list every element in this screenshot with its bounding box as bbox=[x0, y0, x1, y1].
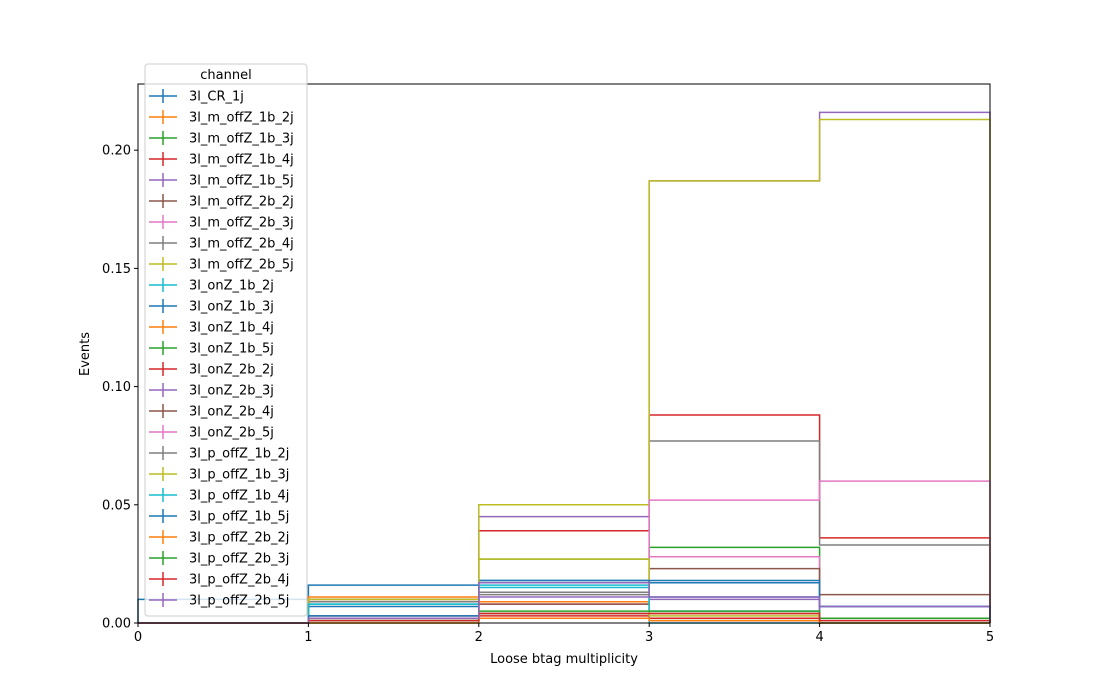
legend-entry: 3l_onZ_1b_2j bbox=[149, 278, 274, 294]
y-tick-label: 0.05 bbox=[102, 498, 131, 513]
legend-entry: 3l_p_offZ_1b_3j bbox=[149, 467, 289, 483]
series-3l_p_offZ_2b_5j bbox=[138, 582, 991, 624]
legend-entry: 3l_m_offZ_1b_2j bbox=[149, 110, 294, 126]
legend-label: 3l_onZ_1b_5j bbox=[189, 342, 274, 357]
legend-entry: 3l_onZ_2b_2j bbox=[149, 362, 274, 378]
legend-label: 3l_p_offZ_1b_5j bbox=[189, 510, 289, 525]
legend-entry: 3l_m_offZ_1b_4j bbox=[149, 152, 294, 168]
y-axis-label: Events bbox=[78, 332, 93, 376]
legend-frame bbox=[144, 63, 308, 617]
legend-label: 3l_onZ_1b_4j bbox=[189, 321, 274, 336]
legend-label: 3l_m_offZ_1b_2j bbox=[189, 111, 294, 126]
legend-label: 3l_m_offZ_2b_4j bbox=[189, 237, 294, 252]
legend-entry: 3l_onZ_1b_5j bbox=[149, 341, 274, 357]
x-tick-label: 2 bbox=[475, 630, 483, 645]
x-axis-ticks: 0 1 2 3 4 5 bbox=[134, 623, 994, 645]
legend-label: 3l_m_offZ_1b_4j bbox=[189, 153, 294, 168]
legend-label: 3l_p_offZ_2b_4j bbox=[189, 573, 289, 588]
legend-entry: 3l_onZ_2b_3j bbox=[149, 383, 274, 399]
legend-label: 3l_p_offZ_1b_3j bbox=[189, 468, 289, 483]
legend-entry: 3l_m_offZ_1b_3j bbox=[149, 131, 294, 147]
legend-entry: 3l_m_offZ_2b_5j bbox=[149, 257, 294, 273]
legend-entry: 3l_CR_1j bbox=[149, 89, 244, 105]
legend-label: 3l_m_offZ_2b_2j bbox=[189, 195, 294, 210]
legend-entry: 3l_m_offZ_2b_4j bbox=[149, 236, 294, 252]
x-tick-label: 1 bbox=[304, 630, 312, 645]
legend-entry: 3l_m_offZ_1b_5j bbox=[149, 173, 294, 189]
legend-entry: 3l_m_offZ_2b_3j bbox=[149, 215, 294, 231]
y-axis-ticks: 0.00 0.05 0.10 0.15 0.20 bbox=[102, 144, 138, 632]
x-axis-label: Loose btag multiplicity bbox=[490, 652, 638, 667]
legend-label: 3l_onZ_2b_3j bbox=[189, 384, 274, 399]
x-tick-label: 5 bbox=[986, 630, 994, 645]
x-tick-label: 4 bbox=[815, 630, 823, 645]
legend-entry: 3l_onZ_2b_5j bbox=[149, 425, 274, 441]
legend-entry: 3l_onZ_1b_3j bbox=[149, 299, 274, 315]
legend-entry: 3l_p_offZ_2b_2j bbox=[149, 530, 289, 546]
legend-label: 3l_m_offZ_2b_3j bbox=[189, 216, 294, 231]
legend-label: 3l_CR_1j bbox=[189, 90, 244, 105]
legend-label: 3l_m_offZ_2b_5j bbox=[189, 258, 294, 273]
legend-label: 3l_p_offZ_2b_2j bbox=[189, 531, 289, 546]
legend-title: channel bbox=[200, 68, 251, 83]
legend-entry: 3l_p_offZ_1b_5j bbox=[149, 509, 289, 525]
x-tick-label: 3 bbox=[645, 630, 653, 645]
legend-label: 3l_onZ_1b_2j bbox=[189, 279, 274, 294]
legend-label: 3l_p_offZ_1b_2j bbox=[189, 447, 289, 462]
legend-label: 3l_onZ_1b_3j bbox=[189, 300, 274, 315]
legend-entry: 3l_m_offZ_2b_2j bbox=[149, 194, 294, 210]
x-tick-label: 0 bbox=[134, 630, 142, 645]
legend-entry: 3l_onZ_1b_4j bbox=[149, 320, 274, 336]
legend-label: 3l_onZ_2b_4j bbox=[189, 405, 274, 420]
y-tick-label: 0.00 bbox=[102, 617, 131, 632]
legend-label: 3l_onZ_2b_5j bbox=[189, 426, 274, 441]
legend-label: 3l_p_offZ_1b_4j bbox=[189, 489, 289, 504]
y-tick-label: 0.20 bbox=[102, 144, 131, 159]
legend-label: 3l_m_offZ_1b_5j bbox=[189, 174, 294, 189]
legend-label: 3l_onZ_2b_2j bbox=[189, 363, 274, 378]
legend-entry: 3l_onZ_2b_4j bbox=[149, 404, 274, 420]
legend-label: 3l_m_offZ_1b_3j bbox=[189, 132, 294, 147]
legend: channel 3l_CR_1j 3l_m_offZ_1b_2j 3l_m_offZ… bbox=[144, 63, 308, 617]
legend-entry: 3l_p_offZ_1b_4j bbox=[149, 488, 289, 504]
legend-entry: 3l_p_offZ_1b_2j bbox=[149, 446, 289, 462]
axes-frame bbox=[137, 83, 991, 624]
legend-label: 3l_p_offZ_2b_3j bbox=[189, 552, 289, 567]
legend-entry: 3l_p_offZ_2b_4j bbox=[149, 572, 289, 588]
y-tick-label: 0.15 bbox=[102, 262, 131, 277]
legend-entries: 3l_CR_1j 3l_m_offZ_1b_2j 3l_m_offZ_1b_3j 3l… bbox=[149, 89, 294, 609]
y-tick-label: 0.10 bbox=[102, 380, 131, 395]
legend-entry: 3l_p_offZ_2b_5j bbox=[149, 593, 289, 609]
legend-entry: 3l_p_offZ_2b_3j bbox=[149, 551, 289, 567]
legend-label: 3l_p_offZ_2b_5j bbox=[189, 594, 289, 609]
